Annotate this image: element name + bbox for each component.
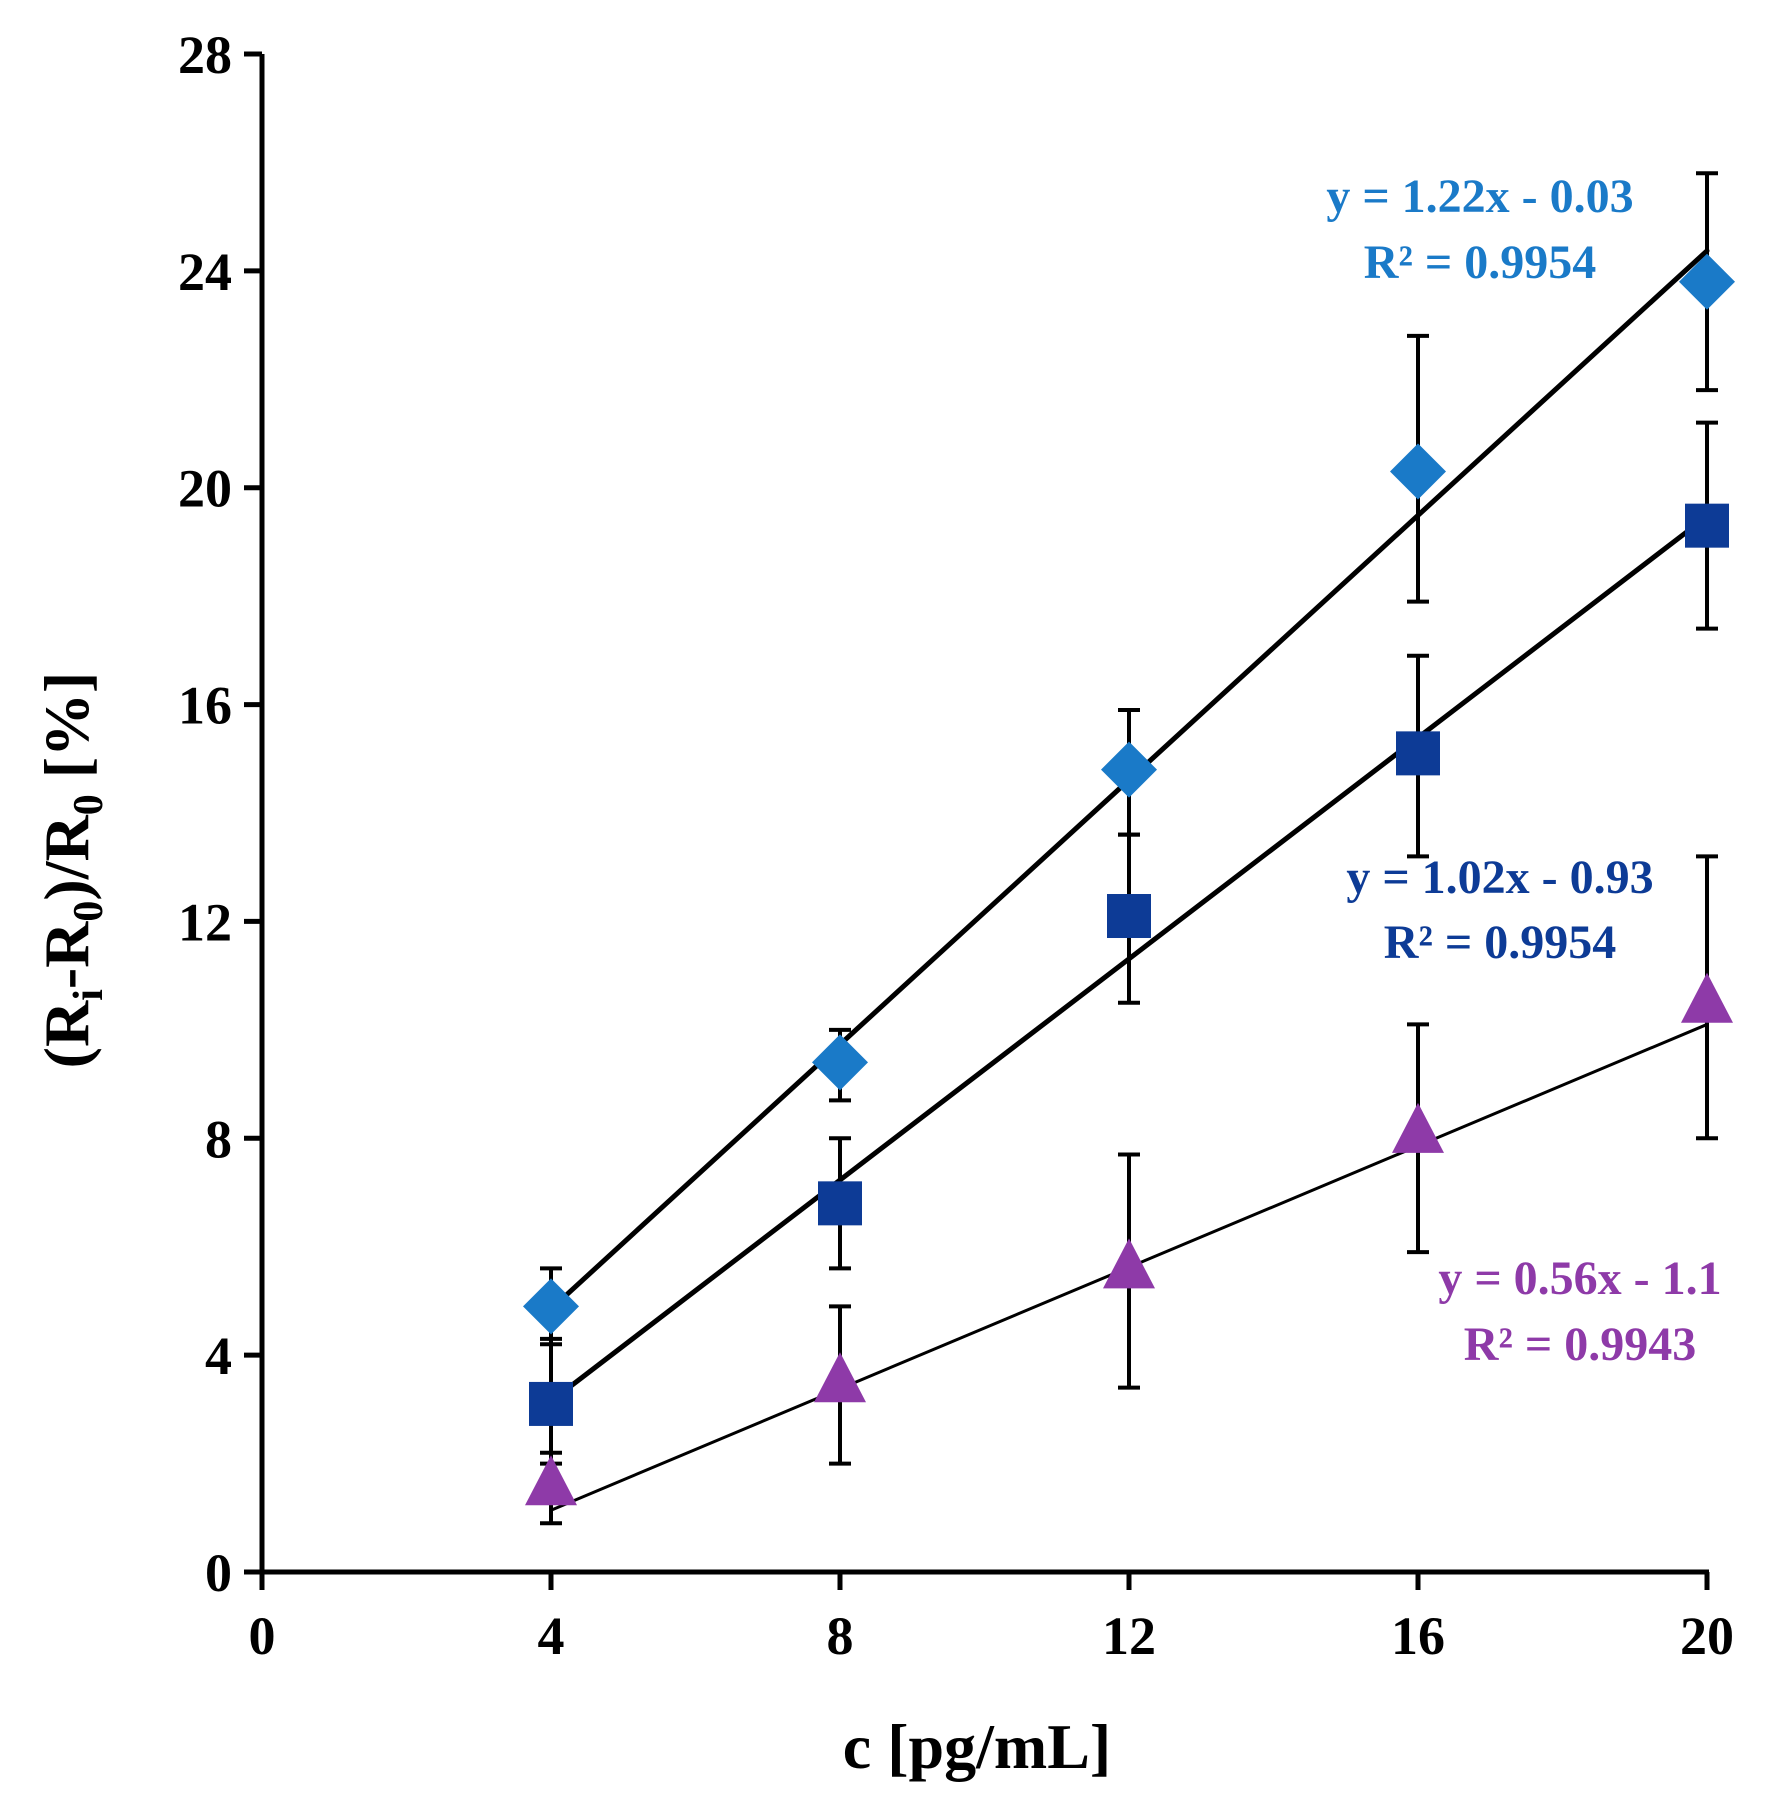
y-axis-title-subscript: 0 bbox=[66, 794, 112, 815]
data-markers bbox=[523, 253, 1735, 1506]
data-point-triangle bbox=[814, 1352, 866, 1403]
y-tick-label: 20 bbox=[178, 459, 232, 519]
x-tick-label: 16 bbox=[1391, 1606, 1445, 1666]
data-point-square bbox=[818, 1181, 862, 1226]
data-point-diamond bbox=[1101, 741, 1157, 798]
trendline-equation: y = 1.22x - 0.03 bbox=[1326, 170, 1633, 223]
data-point-square bbox=[1107, 894, 1151, 939]
y-axis-title-subscript: i bbox=[66, 989, 112, 1001]
y-tick-label: 12 bbox=[178, 892, 232, 952]
x-tick-label: 0 bbox=[249, 1606, 276, 1666]
trendline-r-squared: R² = 0.9954 bbox=[1364, 236, 1596, 289]
y-axis-title-part: )/R bbox=[31, 815, 102, 901]
y-ticks: 0 4 8 12 16 20 24 28 bbox=[178, 25, 262, 1603]
y-tick-label: 24 bbox=[178, 242, 232, 302]
data-point-diamond bbox=[812, 1034, 868, 1091]
data-point-triangle bbox=[1103, 1238, 1155, 1289]
data-point-triangle bbox=[1392, 1102, 1444, 1153]
data-point-square bbox=[1396, 731, 1440, 776]
axes bbox=[259, 54, 1709, 1575]
trendline-r-squared: R² = 0.9943 bbox=[1464, 1318, 1696, 1371]
y-tick-label: 0 bbox=[205, 1543, 232, 1603]
x-axis-title: c [pg/mL] bbox=[843, 1711, 1111, 1782]
x-tick-label: 12 bbox=[1102, 1606, 1156, 1666]
x-tick-label: 8 bbox=[827, 1606, 854, 1666]
x-ticks: 0 4 8 12 16 20 bbox=[249, 1572, 1734, 1666]
y-tick-label: 16 bbox=[178, 676, 232, 736]
data-point-diamond bbox=[523, 1278, 579, 1335]
x-tick-label: 4 bbox=[538, 1606, 565, 1666]
trendline-equation: y = 1.02x - 0.93 bbox=[1346, 851, 1653, 904]
x-tick-label: 20 bbox=[1680, 1606, 1734, 1666]
y-axis-title-part: -R bbox=[31, 921, 102, 989]
data-point-triangle bbox=[1681, 972, 1733, 1023]
trendline-equations: y = 1.22x - 0.03 R² = 0.9954 y = 1.02x - 0… bbox=[1326, 170, 1721, 1371]
trendline-r-squared: R² = 0.9954 bbox=[1384, 916, 1616, 969]
y-tick-label: 8 bbox=[205, 1109, 232, 1169]
data-point-triangle bbox=[525, 1455, 577, 1506]
y-axis-title-subscript: 0 bbox=[66, 901, 112, 922]
data-point-square bbox=[529, 1381, 573, 1426]
y-axis-title-part: [%] bbox=[31, 672, 102, 795]
y-axis-title: (Ri-R0)/R0 [%] bbox=[31, 672, 112, 1069]
y-tick-label: 28 bbox=[178, 25, 232, 85]
y-tick-label: 4 bbox=[205, 1326, 232, 1386]
data-point-diamond bbox=[1390, 443, 1446, 500]
trendline-equation: y = 0.56x - 1.1 bbox=[1438, 1252, 1721, 1305]
y-axis-title-part: (R bbox=[31, 1000, 102, 1068]
data-point-diamond bbox=[1679, 253, 1735, 310]
data-point-square bbox=[1685, 503, 1729, 548]
